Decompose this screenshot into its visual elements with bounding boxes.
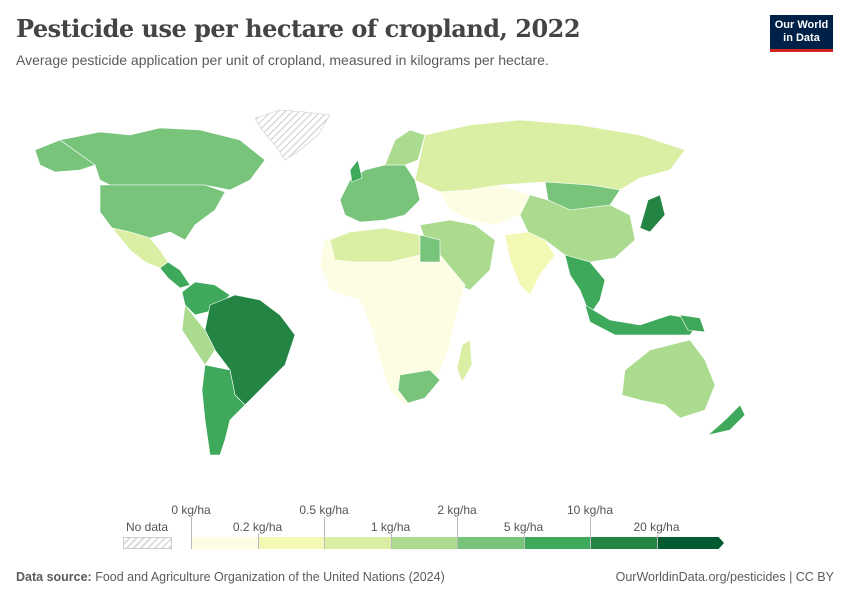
- legend-bin-label: 1 kg/ha: [370, 520, 411, 534]
- region-usa[interactable]: [99, 184, 226, 241]
- source-link[interactable]: OurWorldinData.org/pesticides | CC BY: [615, 570, 834, 584]
- region-argentina-chile[interactable]: [201, 364, 246, 456]
- legend-swatch[interactable]: [457, 537, 525, 549]
- region-scandinavia[interactable]: [384, 129, 426, 166]
- page-title: Pesticide use per hectare of cropland, 2…: [16, 14, 581, 43]
- legend-no-data-swatch: [123, 537, 172, 549]
- owid-logo[interactable]: Our World in Data: [770, 15, 833, 52]
- legend-tick: [390, 534, 392, 537]
- legend-no-data-label: No data: [125, 520, 169, 534]
- legend-swatch[interactable]: [191, 537, 259, 549]
- region-central-america[interactable]: [159, 261, 191, 289]
- region-egypt[interactable]: [419, 234, 441, 263]
- region-japan[interactable]: [639, 194, 666, 233]
- region-se-asia[interactable]: [564, 254, 606, 316]
- region-canada[interactable]: [59, 127, 266, 191]
- legend-swatch[interactable]: [523, 537, 591, 549]
- region-australia[interactable]: [621, 339, 716, 419]
- region-russia[interactable]: [414, 119, 686, 193]
- legend-bin-label: 5 kg/ha: [503, 520, 544, 534]
- region-madagascar[interactable]: [456, 339, 473, 383]
- data-source: Data source: Food and Agriculture Organi…: [16, 570, 445, 584]
- region-southern-africa[interactable]: [397, 369, 441, 404]
- legend-tick: [590, 517, 591, 537]
- legend-tick: [523, 534, 525, 537]
- legend-tick: [324, 517, 325, 537]
- page-subtitle: Average pesticide application per unit o…: [16, 52, 549, 68]
- legend-swatch[interactable]: [656, 537, 724, 549]
- legend-tick: [656, 534, 658, 537]
- legend-tick: [191, 517, 192, 537]
- legend-bin-label: 0.2 kg/ha: [232, 520, 283, 534]
- legend-bin-label: 10 kg/ha: [566, 503, 614, 517]
- region-europe[interactable]: [339, 164, 421, 223]
- region-alaska[interactable]: [34, 139, 96, 173]
- region-india[interactable]: [504, 231, 556, 296]
- legend-bin-label: 2 kg/ha: [437, 503, 477, 517]
- legend-tick: [457, 517, 458, 537]
- region-north-africa[interactable]: [329, 227, 421, 263]
- region-greenland[interactable]: [254, 109, 331, 161]
- legend-tick: [257, 534, 259, 537]
- legend-bin-label: 0 kg/ha: [171, 503, 211, 517]
- region-png[interactable]: [679, 314, 706, 333]
- legend-swatch[interactable]: [390, 537, 458, 549]
- legend-swatch[interactable]: [324, 537, 392, 549]
- legend-swatch[interactable]: [590, 537, 658, 549]
- world-map: [34, 109, 746, 456]
- legend-swatch[interactable]: [257, 537, 325, 549]
- legend-bin-label: 0.5 kg/ha: [299, 503, 349, 517]
- region-uk[interactable]: [349, 159, 363, 183]
- legend-bin-label: 20 kg/ha: [633, 520, 680, 534]
- region-new-zealand[interactable]: [707, 404, 746, 436]
- region-central-asia[interactable]: [439, 184, 531, 226]
